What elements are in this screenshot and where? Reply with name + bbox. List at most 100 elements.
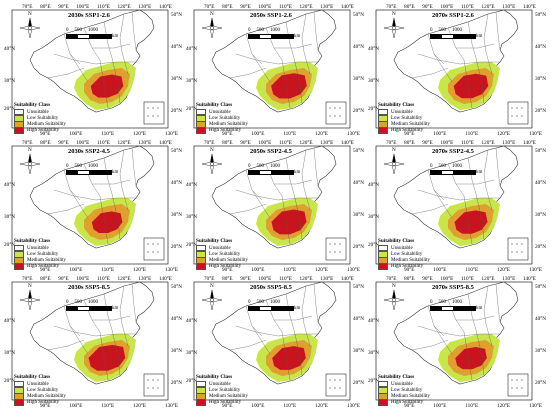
longitude-tick: 110°E (279, 4, 292, 10)
legend-swatch (14, 380, 24, 388)
province-boundary (293, 193, 303, 241)
latitude-tick: 50°N (352, 12, 364, 18)
latitude-tick: 20°N (4, 106, 16, 112)
longitude-tick: 110°E (465, 403, 479, 409)
longitude-tick: 130°E (528, 131, 542, 137)
province-boundary (281, 59, 291, 109)
longitude-tick: 110°E (283, 267, 297, 273)
scale-bar-graphic (248, 306, 294, 311)
latitude-tick: 20°N (186, 378, 198, 384)
province-boundary (53, 325, 136, 337)
scale-bar: 0 500 1000 km (248, 28, 300, 39)
map-frame (193, 145, 351, 265)
legend-item: High Suitability (196, 127, 248, 134)
north-arrow-icon (19, 153, 41, 175)
island-dot (329, 243, 331, 245)
latitude-tick: 40°N (170, 180, 182, 186)
province-boundary (467, 157, 477, 195)
latitude-tick: 30°N (534, 76, 546, 82)
longitude-tick: 130°E (320, 140, 334, 146)
scale-bar-graphic (430, 306, 476, 311)
latitude-tick: 20°N (170, 108, 182, 114)
latitude-tick: 20°N (4, 378, 16, 384)
map-frame (375, 145, 533, 265)
longitude-tick: 120°E (133, 131, 147, 137)
longitude-tick: 90°E (404, 403, 415, 409)
scale-bar-graphic (248, 34, 294, 39)
scale-value: 500 (74, 164, 83, 169)
latitude-tick: 50°N (170, 148, 182, 154)
province-boundary (119, 13, 125, 53)
north-label: N (28, 283, 32, 289)
scale-bar: 0 500 1000 km (66, 28, 118, 39)
longitude-tick: 130°E (346, 267, 360, 273)
longitude-tick: 140°E (340, 140, 354, 146)
island-dot (152, 107, 154, 109)
province-boundary (433, 189, 453, 219)
province-boundary (483, 285, 489, 325)
bottom-longitude-ticks: 90°E 100°E 110°E 120°E 130°E (404, 267, 542, 273)
legend-swatch (378, 393, 388, 400)
scale-bar: 0 500 1000 km (430, 164, 482, 175)
province-boundary (463, 195, 473, 245)
legend-label: Low Suitability (209, 387, 241, 393)
province-boundary (229, 203, 267, 215)
island-dot (334, 107, 336, 109)
longitude-tick: 70°E (22, 276, 33, 282)
longitude-tick: 90°E (222, 131, 233, 137)
legend-label: Unsuitable (209, 245, 231, 251)
map-panel: 2030s SSP1-2.6 N 70°E 80°E 90°E 100°E 110°E 120… (4, 4, 182, 138)
legend-title: Suitability Class (14, 102, 51, 108)
latitude-tick: 30°N (368, 78, 380, 84)
legend-label: Unsuitable (27, 381, 49, 387)
island-dot (516, 115, 518, 117)
latitude-tick: 30°N (4, 214, 16, 220)
longitude-tick: 90°E (58, 140, 69, 146)
latitude-tick: 40°N (4, 182, 16, 188)
scale-value: 1000 (88, 28, 98, 33)
scale-unit: km (112, 170, 119, 175)
province-boundary (313, 11, 319, 51)
province-boundary (285, 157, 295, 195)
province-boundary (417, 325, 500, 337)
north-label: N (392, 147, 396, 153)
legend-item: Medium Suitability (378, 393, 431, 400)
latitude-tick: 30°N (534, 212, 546, 218)
legend-label: Medium Suitability (27, 393, 67, 399)
legend-label: Low Suitability (391, 115, 423, 121)
legend-swatch (196, 127, 206, 134)
legend-swatch (196, 108, 206, 116)
china-map (193, 281, 351, 401)
legend-swatch (14, 244, 24, 252)
island-dot (152, 243, 154, 245)
legend-label: Medium Suitability (391, 393, 431, 399)
top-longitude-ticks: 70°E 80°E 90°E 100°E 110°E 120°E 130°E 140°E (22, 4, 172, 10)
legend-swatch (378, 387, 388, 394)
latitude-tick: 20°N (352, 380, 364, 386)
north-label: N (210, 11, 214, 17)
province-boundary (274, 43, 313, 49)
island-dot (516, 107, 518, 109)
longitude-tick: 90°E (222, 403, 233, 409)
map-frame (11, 145, 169, 265)
legend-swatch (196, 257, 206, 264)
province-boundary (121, 187, 129, 211)
longitude-tick: 140°E (158, 276, 172, 282)
scale-unit: km (476, 306, 483, 311)
province-boundary (475, 57, 485, 105)
legend-item: Medium Suitability (196, 393, 248, 400)
scale-value: 1000 (88, 300, 98, 305)
legend-swatch (378, 399, 388, 406)
latitude-tick: 30°N (534, 348, 546, 354)
latitude-tick: 20°N (352, 244, 364, 250)
china-map (11, 281, 169, 401)
high-suitability-area (88, 344, 126, 371)
island-dot (157, 251, 159, 253)
latitude-tick: 20°N (352, 108, 364, 114)
legend-swatch (378, 380, 388, 388)
top-longitude-ticks: 70°E 80°E 90°E 100°E 110°E 120°E 130°E 140°E (22, 276, 172, 282)
scale-bar: 0 500 1000 km (66, 164, 118, 175)
longitude-tick: 110°E (465, 267, 479, 273)
island-dot (147, 251, 149, 253)
north-arrow-icon (383, 289, 405, 311)
